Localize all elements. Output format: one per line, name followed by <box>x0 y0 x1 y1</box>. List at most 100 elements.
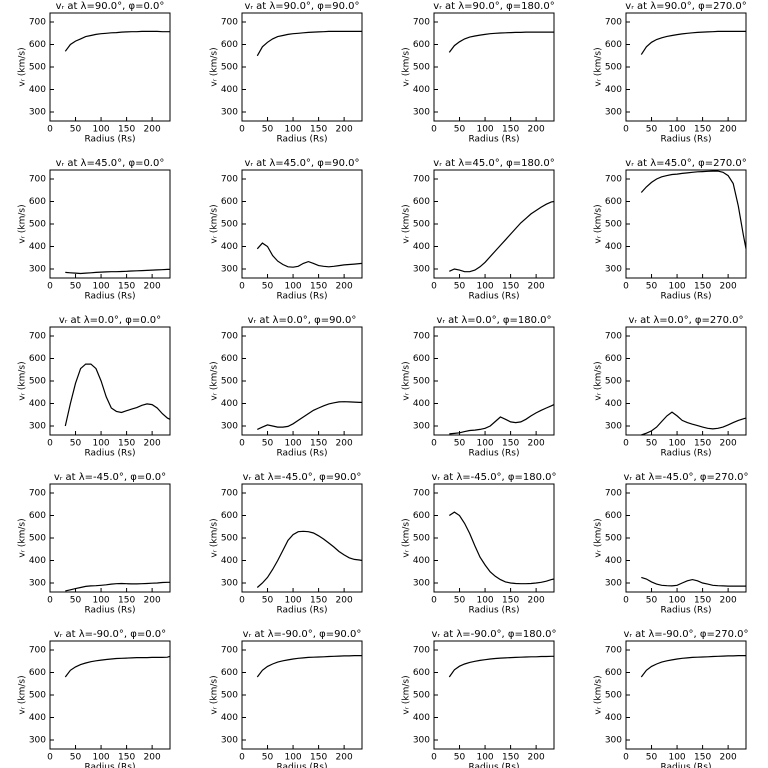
x-tick-label: 100 <box>284 282 301 292</box>
y-tick-label: 700 <box>29 489 46 499</box>
y-tick-label: 700 <box>413 646 430 656</box>
panel-title: vᵣ at λ=0.0°, φ=270.0° <box>628 315 743 326</box>
x-tick-label: 150 <box>502 596 519 606</box>
y-tick-label: 400 <box>221 713 238 723</box>
x-tick-label: 100 <box>476 753 493 763</box>
panel-title: vᵣ at λ=-90.0°, φ=0.0° <box>54 629 166 640</box>
y-tick-label: 400 <box>221 242 238 252</box>
y-tick-label: 600 <box>221 511 238 521</box>
panel-title: vᵣ at λ=45.0°, φ=180.0° <box>433 158 554 169</box>
panel: vᵣ at λ=45.0°, φ=90.0° 0 50 100 150 200 300 400… <box>210 158 363 302</box>
data-line <box>448 31 554 53</box>
x-tick-label: 50 <box>454 439 466 449</box>
panel: vᵣ at λ=90.0°, φ=270.0° 0 50 100 150 200 300 40… <box>594 1 747 145</box>
panel-title: vᵣ at λ=45.0°, φ=0.0° <box>56 158 165 169</box>
panel-title: vᵣ at λ=90.0°, φ=90.0° <box>244 1 359 12</box>
x-tick-label: 200 <box>336 282 353 292</box>
y-axis-label: vᵣ (km/s) <box>402 204 412 243</box>
y-tick-label: 600 <box>221 668 238 678</box>
x-tick-label: 0 <box>431 439 437 449</box>
y-tick-label: 300 <box>29 579 46 589</box>
x-tick-label: 50 <box>262 753 274 763</box>
x-tick-label: 0 <box>239 282 245 292</box>
y-tick-label: 700 <box>29 646 46 656</box>
y-tick-label: 600 <box>605 40 622 50</box>
y-tick-label: 300 <box>221 265 238 275</box>
plot-frame <box>433 169 555 279</box>
x-tick-label: 100 <box>92 439 109 449</box>
y-tick-label: 500 <box>221 534 238 544</box>
x-tick-label: 150 <box>310 596 327 606</box>
panel: vᵣ at λ=0.0°, φ=180.0° 0 50 100 150 200 300 400… <box>402 315 555 459</box>
x-tick-label: 200 <box>336 596 353 606</box>
x-tick-label: 100 <box>92 596 109 606</box>
y-tick-label: 600 <box>221 40 238 50</box>
y-tick-label: 300 <box>413 579 430 589</box>
y-tick-label: 700 <box>221 175 238 185</box>
x-tick-label: 100 <box>476 282 493 292</box>
y-tick-label: 300 <box>605 265 622 275</box>
x-tick-label: 50 <box>454 753 466 763</box>
y-tick-label: 700 <box>605 18 622 28</box>
y-axis-label: vᵣ (km/s) <box>594 204 604 243</box>
y-tick-label: 500 <box>221 691 238 701</box>
data-line <box>448 511 555 585</box>
x-tick-label: 200 <box>144 125 161 135</box>
x-axis-label: Radius (Rs) <box>84 135 135 145</box>
y-tick-label: 300 <box>605 579 622 589</box>
x-tick-label: 100 <box>476 596 493 606</box>
panel-title: vᵣ at λ=-45.0°, φ=270.0° <box>623 472 748 483</box>
x-tick-label: 150 <box>310 439 327 449</box>
x-tick-label: 150 <box>694 596 711 606</box>
panel-title: vᵣ at λ=90.0°, φ=270.0° <box>625 1 746 12</box>
y-tick-label: 600 <box>413 354 430 364</box>
panel: vᵣ at λ=-45.0°, φ=0.0° 0 50 100 150 200 300 400… <box>18 472 171 616</box>
y-tick-label: 700 <box>29 175 46 185</box>
data-line <box>64 363 171 427</box>
y-tick-label: 600 <box>221 197 238 207</box>
data-line <box>641 576 746 587</box>
panel: vᵣ at λ=45.0°, φ=270.0° 0 50 100 150 200 300 40… <box>594 158 747 302</box>
panel: vᵣ at λ=-90.0°, φ=90.0° 0 50 100 150 200 300 40… <box>210 629 363 768</box>
y-tick-label: 500 <box>29 534 46 544</box>
y-tick-label: 600 <box>29 668 46 678</box>
panel-title: vᵣ at λ=90.0°, φ=0.0° <box>56 1 165 12</box>
panel-title: vᵣ at λ=-45.0°, φ=0.0° <box>54 472 166 483</box>
panel-title: vᵣ at λ=-45.0°, φ=90.0° <box>243 472 362 483</box>
y-tick-label: 700 <box>221 646 238 656</box>
x-tick-label: 0 <box>239 439 245 449</box>
x-tick-label: 50 <box>646 753 658 763</box>
y-tick-label: 400 <box>413 713 430 723</box>
x-tick-label: 0 <box>431 282 437 292</box>
y-tick-label: 600 <box>29 40 46 50</box>
x-tick-label: 200 <box>720 753 737 763</box>
y-axis-label: vᵣ (km/s) <box>210 518 220 557</box>
y-tick-label: 300 <box>29 265 46 275</box>
x-tick-label: 150 <box>502 125 519 135</box>
panel: vᵣ at λ=-90.0°, φ=0.0° 0 50 100 150 200 300 400… <box>18 629 171 768</box>
y-tick-label: 600 <box>413 197 430 207</box>
x-tick-label: 100 <box>92 753 109 763</box>
x-tick-label: 50 <box>646 282 658 292</box>
y-axis-label: vᵣ (km/s) <box>210 675 220 714</box>
x-tick-label: 100 <box>668 439 685 449</box>
data-line <box>449 404 555 435</box>
y-tick-label: 600 <box>221 354 238 364</box>
plot-frame <box>49 12 171 122</box>
plot-frame <box>625 12 747 122</box>
y-tick-label: 400 <box>413 242 430 252</box>
y-tick-label: 300 <box>221 736 238 746</box>
y-tick-label: 300 <box>413 736 430 746</box>
x-tick-label: 200 <box>528 282 545 292</box>
y-tick-label: 400 <box>605 556 622 566</box>
plot-frame <box>241 169 363 279</box>
x-tick-label: 0 <box>431 596 437 606</box>
data-line <box>449 200 555 273</box>
x-tick-label: 200 <box>528 596 545 606</box>
y-axis-label: vᵣ (km/s) <box>402 518 412 557</box>
x-tick-label: 0 <box>239 596 245 606</box>
x-tick-label: 100 <box>668 282 685 292</box>
y-tick-label: 500 <box>29 220 46 230</box>
y-tick-label: 500 <box>29 63 46 73</box>
